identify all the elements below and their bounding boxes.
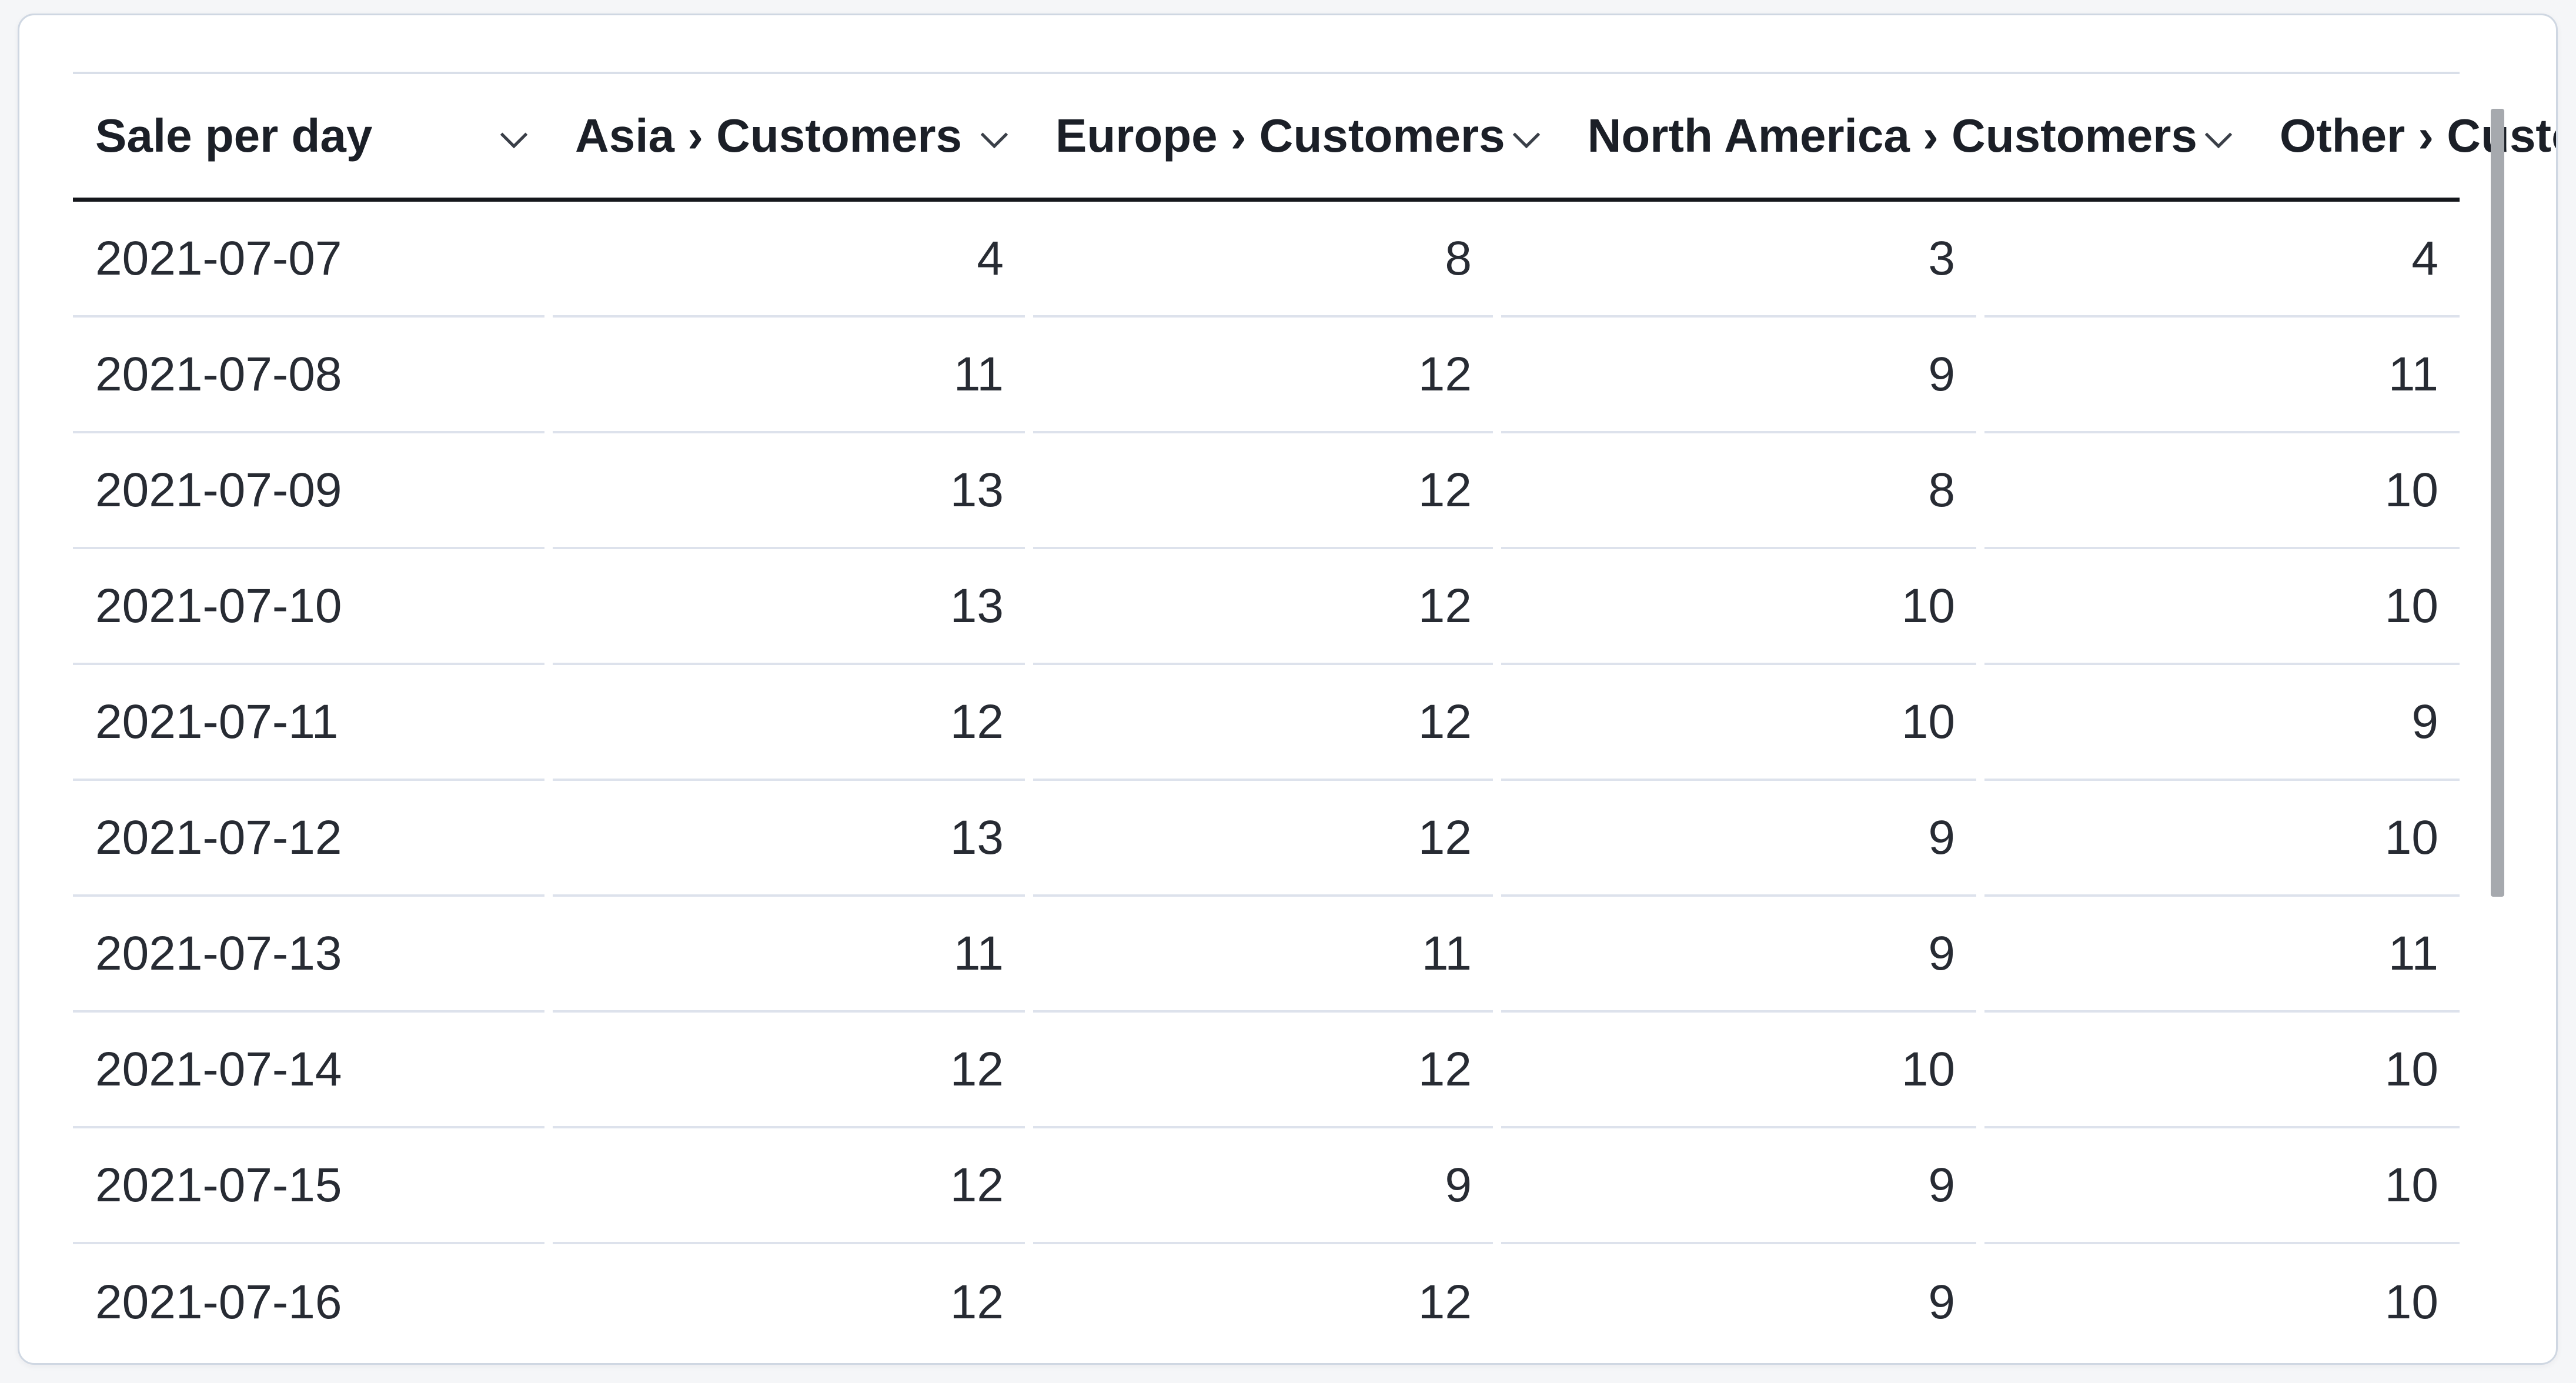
cell-value[interactable]: 9 <box>1501 781 1976 897</box>
table-header-row: Sale per day Asia › Customers Europe › C… <box>73 72 2556 202</box>
cell-value[interactable]: 10 <box>1984 1128 2460 1244</box>
cell-value[interactable]: 12 <box>950 1275 1004 1329</box>
cell-value[interactable]: 12 <box>1033 665 1493 781</box>
cell-value[interactable]: 4 <box>1984 202 2460 318</box>
table-row: 2021-07-13 11 11 9 11 <box>73 897 2460 1013</box>
table-row: 2021-07-15 12 9 9 10 <box>73 1128 2460 1244</box>
chevron-down-icon[interactable] <box>499 131 529 149</box>
cell-value[interactable]: 4 <box>553 202 1025 318</box>
table-row: 2021-07-16 12 12 9 10 <box>73 1244 2460 1360</box>
column-header-label: North America › Customers <box>1587 109 2197 162</box>
column-header-label: Europe › Customers <box>1055 109 1505 162</box>
cell-value[interactable]: 12 <box>1033 781 1493 897</box>
cell-value[interactable]: 10 <box>1501 1013 1976 1128</box>
column-header-label: Sale per day <box>95 109 373 162</box>
cell-date[interactable]: 2021-07-10 <box>73 549 544 665</box>
cell-value[interactable]: 8 <box>1033 202 1493 318</box>
cell-value[interactable]: 9 <box>1501 897 1976 1013</box>
cell-value[interactable]: 10 <box>1984 549 2460 665</box>
table-body: 2021-07-07 4 8 3 4 2021-07-08 11 12 9 11 2021-07-0… <box>73 202 2460 1360</box>
result-table-card: Sale per day Asia › Customers Europe › C… <box>18 14 2558 1365</box>
cell-value[interactable]: 9 <box>1501 318 1976 433</box>
cell-value[interactable]: 12 <box>553 665 1025 781</box>
cell-value[interactable]: 3 <box>1501 202 1976 318</box>
cell-value[interactable]: 12 <box>1033 318 1493 433</box>
chevron-down-icon[interactable] <box>2203 131 2234 149</box>
table-row: 2021-07-14 12 12 10 10 <box>73 1013 2460 1128</box>
cell-date[interactable]: 2021-07-11 <box>73 665 544 781</box>
cell-value[interactable]: 11 <box>553 318 1025 433</box>
column-header-label: Other › Customers <box>2279 109 2556 162</box>
cell-date[interactable]: 2021-07-15 <box>73 1128 544 1244</box>
cell-value[interactable]: 13 <box>553 549 1025 665</box>
cell-value[interactable]: 9 <box>1033 1128 1493 1244</box>
cell-value[interactable]: 9 <box>1501 1128 1976 1244</box>
table-row: 2021-07-08 11 12 9 11 <box>73 318 2460 433</box>
cell-value[interactable]: 12 <box>553 1013 1025 1128</box>
cell-value[interactable]: 12 <box>1033 549 1493 665</box>
cell-value[interactable]: 8 <box>1501 433 1976 549</box>
cell-date[interactable]: 2021-07-16 <box>95 1275 342 1329</box>
cell-value[interactable]: 10 <box>1501 549 1976 665</box>
cell-value[interactable]: 10 <box>1984 433 2460 549</box>
table-row: 2021-07-10 13 12 10 10 <box>73 549 2460 665</box>
table-row: 2021-07-09 13 12 8 10 <box>73 433 2460 549</box>
cell-value[interactable]: 9 <box>1928 1275 1955 1329</box>
column-header-north-america-customers[interactable]: North America › Customers <box>1565 74 2249 198</box>
column-header-label: Asia › Customers <box>575 109 962 162</box>
cell-value[interactable]: 12 <box>1033 433 1493 549</box>
cell-value[interactable]: 13 <box>553 433 1025 549</box>
table-row: 2021-07-12 13 12 9 10 <box>73 781 2460 897</box>
cell-value[interactable]: 10 <box>2384 1275 2438 1329</box>
cell-value[interactable]: 11 <box>553 897 1025 1013</box>
cell-value[interactable]: 13 <box>553 781 1025 897</box>
cell-value[interactable]: 12 <box>1418 1275 1472 1329</box>
vertical-scrollbar-thumb[interactable] <box>2491 109 2504 897</box>
data-table: Sale per day Asia › Customers Europe › C… <box>73 72 2556 1360</box>
table-row: 2021-07-07 4 8 3 4 <box>73 202 2460 318</box>
cell-value[interactable]: 11 <box>1984 897 2460 1013</box>
cell-value[interactable]: 11 <box>1984 318 2460 433</box>
cell-date[interactable]: 2021-07-13 <box>73 897 544 1013</box>
chevron-down-icon[interactable] <box>1511 131 1542 149</box>
column-header-europe-customers[interactable]: Europe › Customers <box>1033 74 1557 198</box>
cell-value[interactable]: 10 <box>1984 1013 2460 1128</box>
column-header-sale-per-day[interactable]: Sale per day <box>73 74 544 198</box>
column-header-other-customers[interactable]: Other › Customers <box>2257 74 2556 198</box>
column-header-asia-customers[interactable]: Asia › Customers <box>553 74 1025 198</box>
cell-date[interactable]: 2021-07-09 <box>73 433 544 549</box>
cell-value[interactable]: 12 <box>1033 1013 1493 1128</box>
cell-value[interactable]: 11 <box>1033 897 1493 1013</box>
cell-value[interactable]: 9 <box>1984 665 2460 781</box>
cell-value[interactable]: 12 <box>553 1128 1025 1244</box>
cell-date[interactable]: 2021-07-14 <box>73 1013 544 1128</box>
table-row: 2021-07-11 12 12 10 9 <box>73 665 2460 781</box>
chevron-down-icon[interactable] <box>979 131 1010 149</box>
cell-date[interactable]: 2021-07-12 <box>73 781 544 897</box>
cell-date[interactable]: 2021-07-07 <box>73 202 544 318</box>
cell-date[interactable]: 2021-07-08 <box>73 318 544 433</box>
cell-value[interactable]: 10 <box>1501 665 1976 781</box>
cell-value[interactable]: 10 <box>1984 781 2460 897</box>
